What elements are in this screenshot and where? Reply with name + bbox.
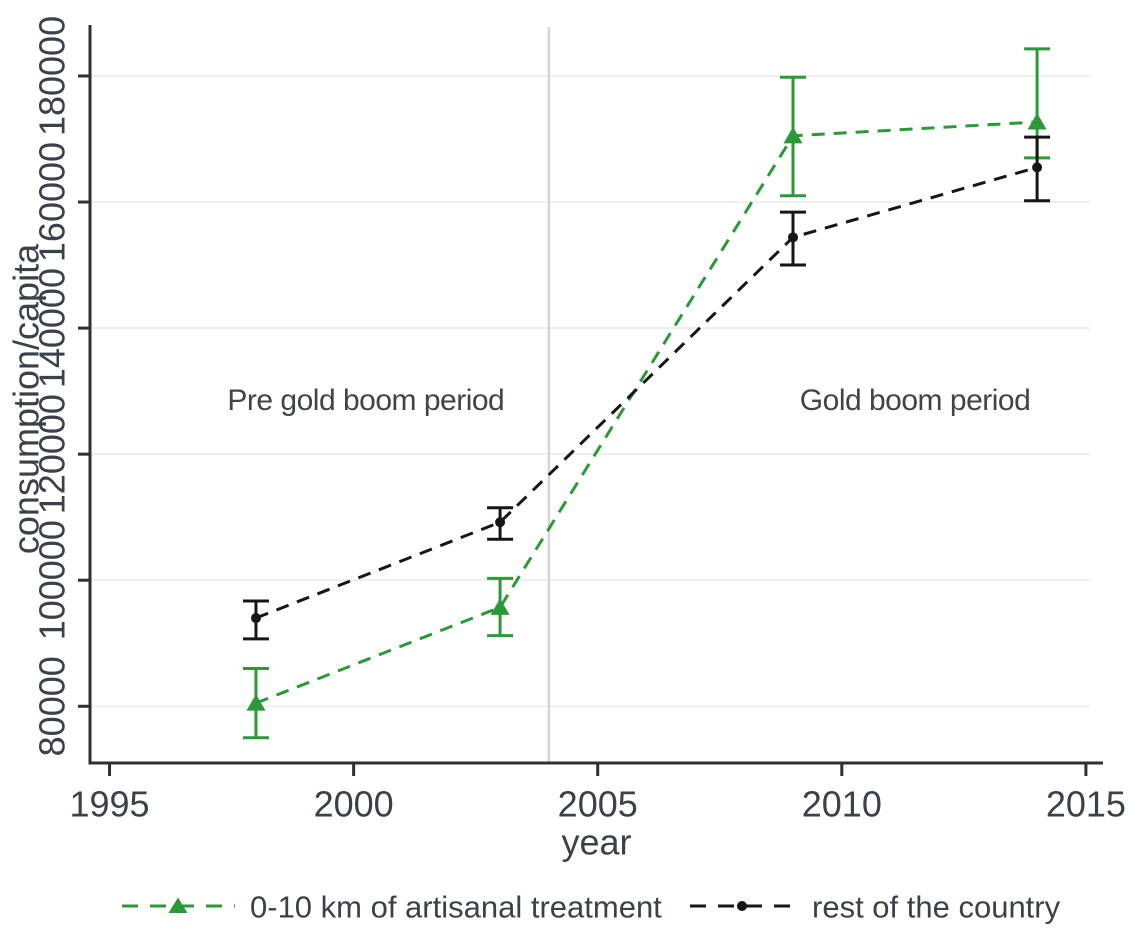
annotation-pre-gold-boom: Pre gold boom period (227, 384, 504, 417)
circle-marker-icon (250, 613, 261, 624)
series-line-0 (255, 120, 1038, 705)
triangle-marker-icon (246, 694, 266, 711)
circle-marker-icon (1032, 162, 1043, 173)
legend-label-treatment: 0-10 km of artisanal treatment (250, 890, 662, 925)
x-tick-label-2015: 2015 (1046, 784, 1126, 825)
treatment-key-triangle-icon (168, 897, 188, 913)
annotation-gold-boom: Gold boom period (800, 384, 1030, 417)
y-tick-label-120000: 120000 (32, 394, 73, 514)
circle-marker-icon (495, 517, 506, 528)
triangle-marker-icon (783, 126, 803, 144)
x-tick-label-2005: 2005 (558, 784, 638, 825)
x-tick-label-2000: 2000 (314, 784, 394, 825)
rest-key-dot-icon (737, 901, 747, 911)
legend-item-treatment: 0-10 km of artisanal treatment (122, 890, 662, 925)
y-tick-label-180000: 180000 (32, 16, 73, 136)
y-axis-title: consumption/capita (6, 243, 47, 554)
y-tick-label-140000: 140000 (32, 268, 73, 388)
plot-area: 80000 100000 120000 140000 160000 180000 1995 2… (6, 16, 1126, 863)
triangle-marker-icon (490, 598, 510, 615)
y-tick-label-100000: 100000 (32, 520, 73, 640)
y-tick-label-160000: 160000 (32, 142, 73, 262)
x-axis-title: year (561, 822, 631, 863)
triangle-marker-icon (1027, 112, 1047, 130)
y-tick-label-80000: 80000 (32, 656, 73, 756)
legend-label-rest-of-country: rest of the country (812, 890, 1061, 925)
x-tick-label-2010: 2010 (802, 784, 882, 825)
circle-marker-icon (787, 232, 798, 243)
series-line-1 (255, 165, 1038, 620)
chart-legend: 0-10 km of artisanal treatment rest of t… (122, 890, 1061, 925)
legend-item-rest-of-country: rest of the country (690, 890, 1061, 925)
x-tick-label-1995: 1995 (69, 784, 149, 825)
